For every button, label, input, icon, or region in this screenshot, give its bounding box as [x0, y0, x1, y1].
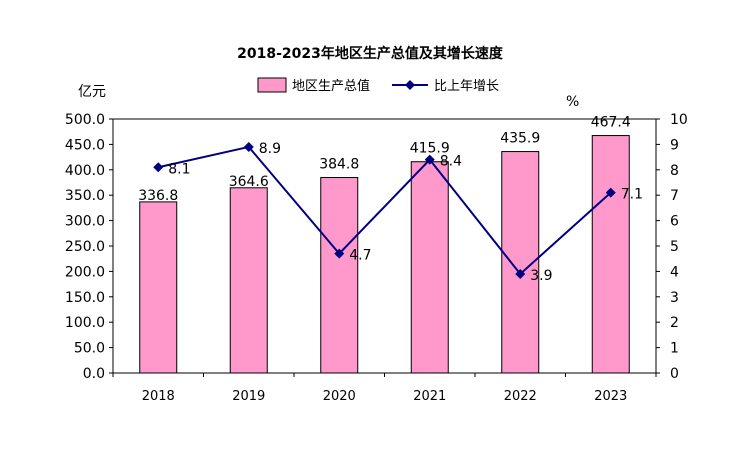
line-data-label: 8.9 — [259, 141, 281, 157]
y-left-axis: 0.0 50.0 100.0 150.0 200.0 250.0 300.0 350.0 400… — [65, 112, 113, 382]
legend-bar-swatch — [257, 77, 287, 93]
line-point — [515, 268, 526, 279]
bar-data-label: 467.4 — [591, 115, 631, 131]
y-right-tick-label: 2 — [670, 315, 679, 331]
y-left-tick-label: 300.0 — [65, 214, 105, 230]
y-right-tick-label: 3 — [670, 290, 679, 306]
line-data-label: 3.9 — [530, 268, 552, 284]
y-right-tick-label: 4 — [670, 264, 679, 280]
x-axis: 2018 2019 2020 2021 2022 2023 — [112, 373, 657, 404]
line-data-labels: 8.1 8.9 4.7 8.4 3.9 7.1 — [168, 141, 643, 284]
y-left-tick-label: 250.0 — [65, 239, 105, 255]
y-right-tick-label: 9 — [670, 137, 679, 153]
y-left-tick-label: 150.0 — [65, 290, 105, 306]
y-left-unit: 亿元 — [78, 84, 106, 100]
bar-data-label: 384.8 — [319, 157, 359, 173]
x-tick-label: 2021 — [413, 389, 446, 404]
y-right-axis: 0 1 2 3 4 5 6 7 8 9 10 — [656, 112, 688, 382]
line-data-label: 7.1 — [621, 187, 643, 203]
line-point — [334, 248, 345, 259]
bar — [229, 187, 268, 374]
y-left-tick-label: 100.0 — [65, 315, 105, 331]
y-left-tick-label: 450.0 — [65, 137, 105, 153]
bar-data-label: 364.6 — [229, 174, 269, 190]
y-left-tick-label: 50.0 — [74, 341, 105, 357]
legend-label-growth: 比上年增长 — [434, 79, 499, 94]
bar-series — [139, 135, 630, 374]
line-point — [424, 154, 435, 165]
line-data-label: 8.1 — [168, 161, 190, 177]
y-left-tick-label: 400.0 — [65, 163, 105, 179]
x-tick-label: 2022 — [504, 389, 537, 404]
y-left-tick-label: 500.0 — [65, 112, 105, 128]
bar-data-labels: 336.8 364.6 384.8 415.9 435.9 467.4 — [138, 115, 631, 204]
bar-data-label: 415.9 — [410, 141, 450, 157]
line-data-label: 4.7 — [349, 248, 371, 264]
bar-data-label: 336.8 — [138, 188, 178, 204]
legend-label-gdp: 地区生产总值 — [292, 78, 370, 94]
bar — [591, 135, 630, 374]
y-right-tick-label: 0 — [670, 366, 679, 382]
y-right-tick-label: 7 — [670, 188, 679, 204]
y-right-unit: % — [566, 94, 579, 110]
line-point — [153, 162, 164, 173]
bar-data-label: 435.9 — [500, 131, 540, 147]
y-right-tick-label: 8 — [670, 163, 679, 179]
y-left-tick-label: 350.0 — [65, 188, 105, 204]
y-right-tick-label: 10 — [670, 112, 688, 128]
y-right-tick-label: 6 — [670, 214, 679, 230]
bar — [410, 161, 449, 374]
x-tick-label: 2023 — [594, 389, 627, 404]
line-series — [153, 141, 616, 279]
x-tick-label: 2020 — [323, 389, 356, 404]
line-point — [605, 187, 616, 198]
x-tick-label: 2019 — [232, 389, 265, 404]
line-point — [243, 141, 254, 152]
chart-title: 2018-2023年地区生产总值及其增长速度 — [237, 45, 504, 62]
growth-line — [158, 145, 612, 276]
legend: 地区生产总值 比上年增长 — [257, 77, 499, 94]
y-left-tick-label: 200.0 — [65, 264, 105, 280]
bar — [139, 201, 178, 374]
x-tick-label: 2018 — [142, 389, 175, 404]
line-data-label: 8.4 — [440, 154, 462, 170]
y-left-tick-label: 0.0 — [83, 366, 105, 382]
y-right-tick-label: 5 — [670, 239, 679, 255]
plot-area — [112, 118, 657, 374]
bar — [320, 177, 359, 374]
y-right-tick-label: 1 — [670, 341, 679, 357]
legend-marker-icon — [405, 80, 415, 90]
